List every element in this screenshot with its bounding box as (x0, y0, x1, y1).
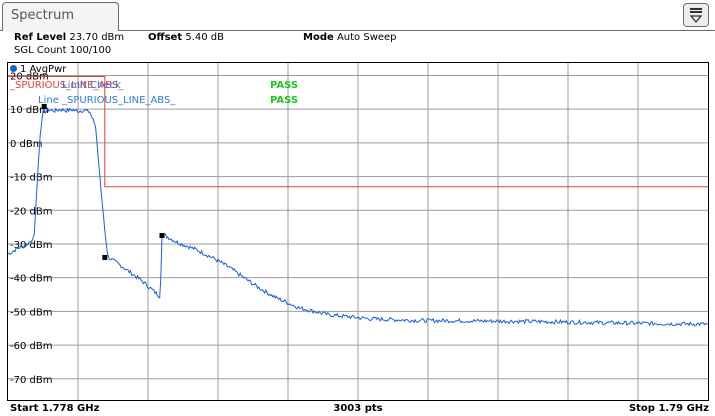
y-tick-label: -70 dBm (10, 375, 52, 386)
sgl-count: SGL Count 100/100 (14, 45, 112, 56)
trace-line (7, 107, 709, 327)
offset-label: Offset (148, 32, 183, 43)
y-tick-label: -50 dBm (10, 307, 52, 318)
stop-frequency[interactable]: Stop 1.79 GHz (628, 403, 709, 414)
y-tick-label: -40 dBm (10, 274, 52, 285)
ref-level-value: 23.70 dBm (69, 32, 125, 43)
tab-strip: Spectrum (0, 0, 715, 32)
menu-icon (689, 8, 703, 24)
trace-info: 1 AvgPwr (10, 64, 66, 75)
tab-divider-gap (3, 29, 118, 32)
trace-label: 1 AvgPwr (20, 64, 67, 75)
y-tick-label: -20 dBm (10, 206, 52, 217)
y-tick-label: 10 dBm (10, 105, 49, 116)
tab-spectrum-label: Spectrum (11, 8, 74, 23)
measurement-settings: Ref Level 23.70 dBm Offset 5.40 dB Mode … (14, 32, 704, 62)
marker (159, 233, 165, 239)
plot-grid (8, 63, 708, 400)
trace-indicator-icon (10, 65, 17, 72)
limit-line-name: _SPURIOUS_LINE_ABS_ (9, 80, 124, 91)
tab-divider (0, 30, 715, 31)
offset-setting[interactable]: Offset 5.40 dB (148, 32, 224, 43)
limit-check-panel: _SPURIOUS_LINE_ABS_ Limit Check PASS Lin… (9, 80, 298, 106)
limit-check-result-1: PASS (270, 80, 298, 91)
sweep-points[interactable]: 3003 pts (333, 403, 383, 414)
limit-check-title: Limit Check (62, 80, 121, 91)
marker (41, 103, 47, 109)
tab-spectrum[interactable]: Spectrum (2, 2, 119, 30)
limit-check-result-2: PASS (270, 95, 298, 106)
ref-level-label: Ref Level (14, 32, 67, 43)
ref-level-setting[interactable]: Ref Level 23.70 dBm (14, 32, 124, 43)
limit-check-line-label: Line _SPURIOUS_LINE_ABS_ (38, 95, 176, 106)
start-frequency[interactable]: Start 1.778 GHz (10, 403, 100, 414)
sweep-footer: Start 1.778 GHz 3003 pts Stop 1.79 GHz (7, 401, 709, 416)
marker (102, 254, 108, 260)
y-tick-label: -30 dBm (10, 240, 52, 251)
offset-value: 5.40 dB (185, 32, 224, 43)
y-tick-label: -10 dBm (10, 173, 52, 184)
markers (41, 103, 165, 260)
y-tick-label: -60 dBm (10, 341, 52, 352)
menu-button[interactable] (683, 3, 709, 27)
limit-line (8, 76, 708, 188)
mode-setting[interactable]: Mode Auto Sweep (303, 32, 397, 43)
mode-label: Mode (303, 32, 334, 43)
mode-value: Auto Sweep (336, 32, 397, 43)
y-tick-label: 0 dBm (10, 139, 43, 150)
